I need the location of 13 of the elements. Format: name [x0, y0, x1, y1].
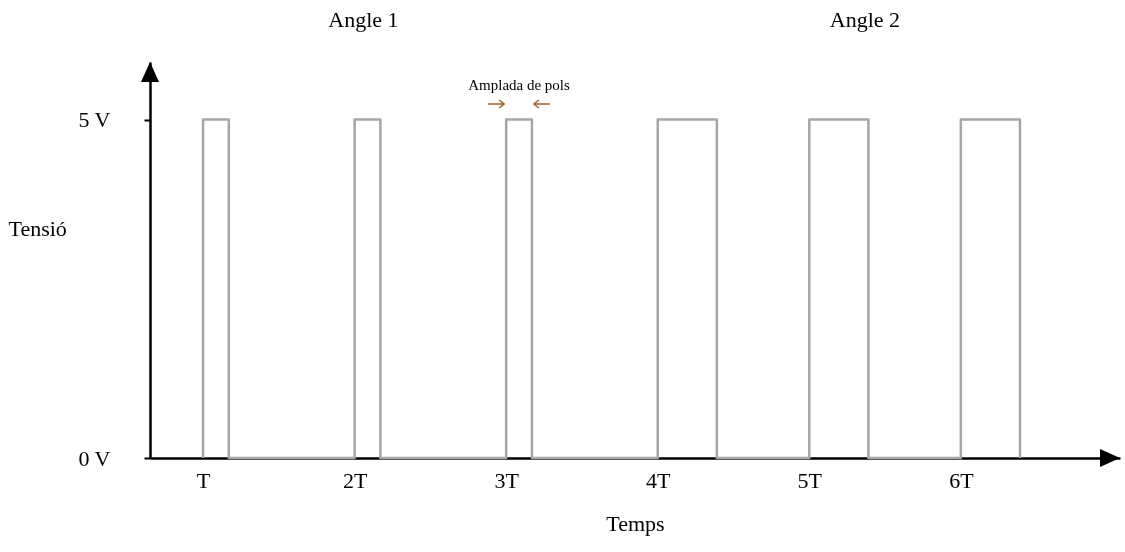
x-tick-label: 3T [494, 467, 520, 493]
x-tick-label: 2T [342, 467, 368, 493]
text: Angle 1 [328, 7, 399, 32]
y-tick-label: 0 V [78, 445, 111, 471]
y-tick-label: 5 V [78, 107, 111, 133]
y-axis-title: Tensió [8, 215, 67, 241]
x-axis-title: Temps [606, 510, 665, 536]
x-tick-label: 6T [949, 467, 975, 493]
x-tick-label: T [196, 467, 211, 493]
x-tick-label: 4T [646, 467, 672, 493]
annotation: Amplada de pols [468, 77, 571, 93]
x-tick-label: 5T [797, 467, 823, 493]
text: Angle 2 [829, 7, 901, 32]
